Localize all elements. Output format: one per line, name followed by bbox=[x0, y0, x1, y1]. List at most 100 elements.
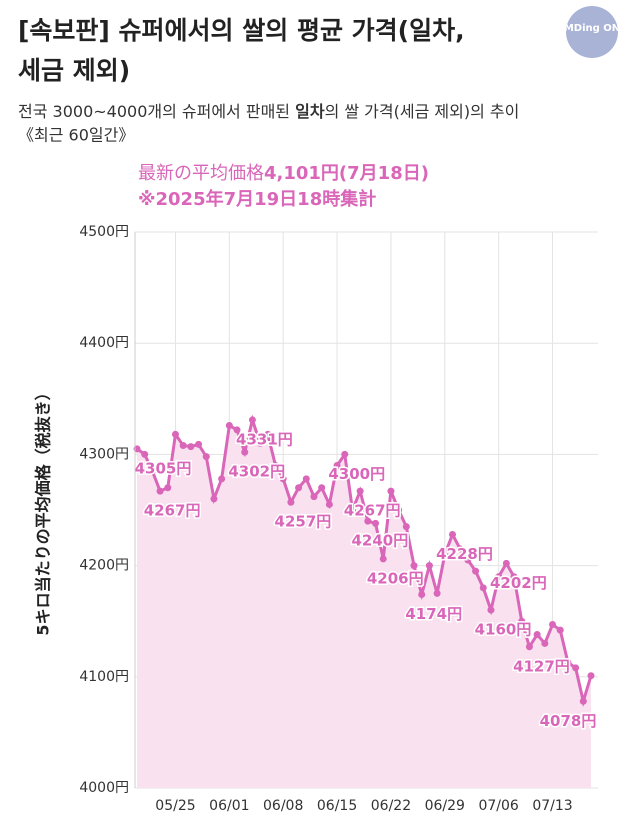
point bbox=[479, 584, 487, 592]
subtitle-part: 의 쌀 가격(세금 제외)의 추이 bbox=[325, 102, 520, 121]
point bbox=[495, 573, 503, 581]
point bbox=[372, 519, 380, 527]
y-tick-label: 4100円 bbox=[79, 669, 129, 685]
line bbox=[136, 414, 593, 708]
point bbox=[202, 453, 210, 461]
point bbox=[487, 606, 495, 614]
point bbox=[579, 697, 587, 705]
point bbox=[379, 555, 387, 563]
point bbox=[364, 517, 372, 525]
subtitle: 《최근 60일간》 bbox=[18, 126, 134, 145]
point bbox=[333, 462, 341, 470]
point bbox=[556, 626, 564, 634]
point bbox=[148, 467, 156, 475]
point bbox=[156, 487, 164, 495]
point bbox=[164, 484, 172, 492]
point bbox=[179, 442, 187, 450]
point bbox=[248, 416, 256, 424]
data-label: 4127円 bbox=[513, 657, 570, 675]
point bbox=[325, 500, 333, 508]
x-tick-label: 05/25 bbox=[155, 798, 195, 814]
logo: MDing ON bbox=[564, 6, 620, 58]
point bbox=[572, 664, 580, 672]
data-label: 4174円 bbox=[405, 605, 462, 623]
x-tick-label: 07/13 bbox=[532, 798, 572, 814]
data-label: 4267円 bbox=[144, 502, 201, 520]
data-label: 4257円 bbox=[275, 513, 332, 531]
point bbox=[356, 487, 364, 495]
y-tick-label: 4000円 bbox=[79, 780, 129, 796]
data-label: 4305円 bbox=[135, 459, 192, 477]
data-label: 4240円 bbox=[351, 532, 408, 550]
point bbox=[256, 439, 264, 447]
point bbox=[233, 426, 241, 434]
data-label: 4300円 bbox=[328, 465, 385, 483]
point bbox=[525, 643, 533, 651]
x-tick-label: 07/06 bbox=[478, 798, 518, 814]
subtitle-part: 일차 bbox=[295, 102, 325, 121]
data-label: 4202円 bbox=[490, 574, 547, 592]
point bbox=[549, 621, 557, 629]
x-tick-label: 06/01 bbox=[209, 798, 249, 814]
point bbox=[348, 506, 356, 514]
point bbox=[564, 658, 572, 666]
y-tick-label: 4500円 bbox=[79, 224, 129, 240]
y-tick-label: 4400円 bbox=[79, 335, 129, 351]
point bbox=[402, 523, 410, 531]
y-tick-label: 4300円 bbox=[79, 446, 129, 462]
data-label: 4206円 bbox=[367, 569, 424, 587]
y-axis-title: 5キロ当たりの平均価格（税抜き） bbox=[34, 384, 53, 635]
x-tick-label: 06/08 bbox=[263, 798, 303, 814]
point bbox=[318, 484, 326, 492]
point bbox=[241, 448, 249, 456]
point bbox=[310, 493, 318, 501]
point bbox=[295, 484, 303, 492]
point bbox=[456, 545, 464, 553]
point bbox=[418, 591, 426, 599]
annotation-part: 最新の平均価格 bbox=[138, 163, 264, 184]
y-tick-label: 4200円 bbox=[79, 558, 129, 574]
point bbox=[279, 475, 287, 483]
data-label: 4160円 bbox=[475, 621, 532, 639]
point bbox=[287, 498, 295, 506]
point bbox=[472, 567, 480, 575]
x-tick-label: 06/29 bbox=[425, 798, 465, 814]
point bbox=[302, 475, 310, 483]
point bbox=[441, 550, 449, 558]
point bbox=[341, 450, 349, 458]
point bbox=[433, 589, 441, 597]
point bbox=[448, 530, 456, 538]
x-tick-label: 06/22 bbox=[371, 798, 411, 814]
point bbox=[225, 421, 233, 429]
point bbox=[410, 562, 418, 570]
point bbox=[395, 506, 403, 514]
data-label: 4267円 bbox=[344, 502, 401, 520]
point bbox=[141, 450, 149, 458]
data-label: 4331円 bbox=[236, 430, 293, 448]
point bbox=[518, 617, 526, 625]
data-label: 4302円 bbox=[228, 463, 285, 481]
point bbox=[541, 639, 549, 647]
point bbox=[464, 556, 472, 564]
point bbox=[387, 487, 395, 495]
data-label: 4228円 bbox=[436, 545, 493, 563]
point bbox=[264, 430, 272, 438]
subtitle-part: 전국 3000~4000개의 슈퍼에서 판매된 bbox=[18, 102, 295, 121]
point bbox=[195, 440, 203, 448]
point bbox=[425, 562, 433, 570]
point bbox=[218, 475, 226, 483]
annotation: ※2025年7月19日18時集計 bbox=[138, 188, 376, 210]
point bbox=[510, 573, 518, 581]
chart-title: 세금 제외) bbox=[18, 56, 130, 85]
point bbox=[587, 672, 595, 680]
chart-title: [속보판] 슈퍼에서의 쌀의 평균 가격(일차, bbox=[18, 16, 465, 45]
area bbox=[137, 419, 591, 788]
point bbox=[502, 559, 510, 567]
point bbox=[187, 443, 195, 451]
annotation-part: 4,101円(7月18日) bbox=[264, 163, 429, 184]
point bbox=[210, 495, 218, 503]
logo-text: MDing ON bbox=[564, 23, 620, 34]
annotation: 最新の平均価格4,101円(7月18日) bbox=[138, 163, 429, 184]
subtitle: 전국 3000~4000개의 슈퍼에서 판매된 일차의 쌀 가격(세금 제외)의… bbox=[18, 102, 519, 121]
